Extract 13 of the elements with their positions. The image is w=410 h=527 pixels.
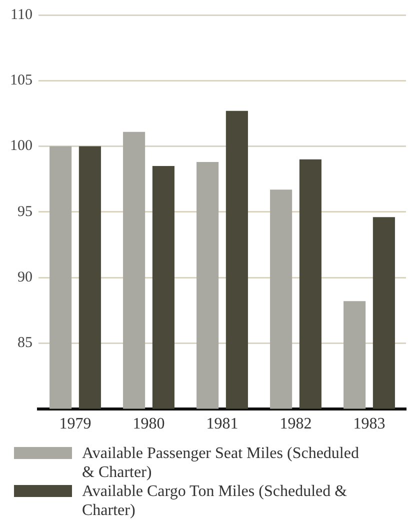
y-tick-label: 100 (10, 138, 32, 154)
x-tick-label: 1980 (132, 416, 165, 433)
x-tick-label: 1982 (280, 416, 312, 433)
legend-label: Available Cargo Ton Miles (Scheduled & Charter) (82, 482, 348, 520)
x-tick-label: 1981 (206, 416, 238, 433)
y-tick-label: 85 (18, 335, 32, 352)
y-tick-label: 95 (18, 204, 32, 220)
legend-label: Available Passenger Seat Miles (Scheduled & Charter) (82, 444, 360, 482)
x-tick-label: 1979 (59, 416, 92, 433)
y-tick-label: 90 (18, 269, 32, 286)
x-tick-label: 1983 (353, 416, 386, 433)
y-tick-label: 110 (10, 6, 32, 23)
y-tick-label: 105 (10, 72, 32, 89)
